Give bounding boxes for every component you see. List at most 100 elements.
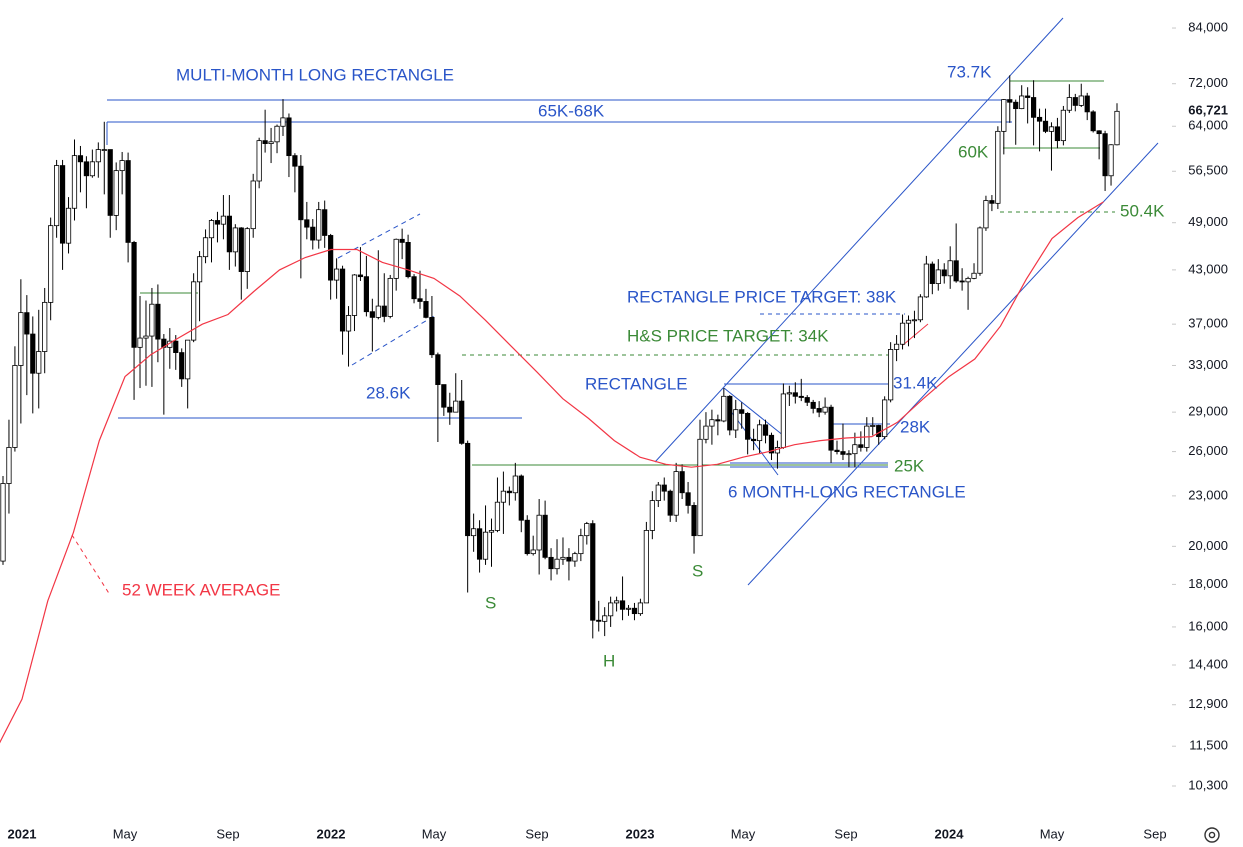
- gear-inner[interactable]: [1208, 831, 1216, 839]
- x-tick-label: Sep: [525, 826, 548, 841]
- candle-body: [637, 602, 644, 615]
- y-tick-label: 16,000: [1188, 618, 1228, 633]
- candle-body: [131, 241, 137, 348]
- candle-body: [95, 149, 101, 163]
- annotation: S: [485, 593, 496, 612]
- candle-body: [196, 256, 203, 283]
- candle-body: [1108, 144, 1114, 177]
- annotation: H: [603, 651, 615, 670]
- x-tick-label: Sep: [834, 826, 857, 841]
- candle-body: [888, 349, 894, 401]
- candle-body: [1096, 130, 1102, 135]
- annotation: 65K-68K: [538, 101, 605, 120]
- candle-body: [762, 424, 769, 436]
- candle-body: [947, 260, 953, 277]
- channel-upper: [654, 17, 1064, 463]
- candle-body: [512, 475, 518, 494]
- candle-body: [608, 602, 614, 617]
- candle-body: [292, 155, 298, 167]
- candle-body: [369, 311, 375, 318]
- candle-body: [578, 535, 584, 555]
- candle-body: [739, 409, 745, 414]
- annotation: RECTANGLE PRICE TARGET: 38K: [627, 287, 897, 306]
- candle-body: [870, 425, 876, 427]
- candle-body: [1025, 95, 1031, 98]
- candle-body: [1066, 97, 1072, 111]
- short-average: [902, 323, 929, 346]
- candle-body: [840, 451, 846, 455]
- candle-body: [989, 200, 995, 204]
- candle-body: [816, 408, 822, 413]
- candle-body: [137, 337, 143, 348]
- candle-body: [471, 528, 477, 537]
- candle-body: [351, 274, 358, 316]
- last-price-label: 66,721: [1188, 103, 1228, 118]
- settings-icon[interactable]: [1204, 827, 1220, 843]
- candle-body: [536, 514, 542, 551]
- y-tick-label: 20,000: [1188, 538, 1228, 553]
- annotation: 28.6K: [366, 383, 411, 402]
- x-tick-label: May: [113, 826, 138, 841]
- channel-lower: [747, 142, 1159, 586]
- candle-body: [500, 490, 507, 503]
- candle-body: [24, 312, 30, 335]
- candle-body: [36, 351, 42, 374]
- candle-body: [715, 419, 721, 422]
- candle-body: [953, 260, 959, 282]
- candle-body: [691, 505, 697, 537]
- x-tick-label: May: [731, 826, 756, 841]
- candle-body: [971, 272, 977, 279]
- candle-body: [631, 607, 638, 615]
- candle-body: [89, 161, 95, 177]
- candle-body: [524, 519, 530, 555]
- plot-area: [0, 17, 1159, 744]
- candle-body: [834, 449, 840, 452]
- candle-body: [1042, 120, 1049, 132]
- candle-body: [1102, 133, 1108, 177]
- candle-body: [339, 268, 346, 332]
- candle-body: [768, 434, 775, 454]
- annotation: 52 WEEK AVERAGE: [122, 580, 280, 599]
- candle-body: [846, 453, 852, 456]
- candle-body: [429, 316, 435, 356]
- candle-body: [625, 607, 632, 610]
- gear-outer[interactable]: [1204, 827, 1220, 843]
- candle-body: [983, 200, 989, 229]
- candle-body: [12, 365, 18, 448]
- y-tick-label: 26,000: [1188, 443, 1228, 458]
- candle-body: [54, 165, 60, 227]
- annotation: 28K: [900, 417, 931, 436]
- candle-body: [304, 219, 310, 228]
- candle-body: [649, 500, 655, 531]
- candle-body: [494, 501, 501, 531]
- candle-body: [125, 160, 131, 243]
- candle-body: [459, 400, 465, 444]
- y-tick-label: 33,000: [1188, 357, 1228, 372]
- candle-body: [375, 305, 381, 318]
- candle-body: [643, 530, 649, 604]
- candle-body: [709, 419, 715, 427]
- candle-body: [1054, 126, 1061, 142]
- candle-body: [929, 263, 935, 284]
- candle-body: [810, 401, 816, 409]
- y-tick-label: 49,000: [1188, 214, 1228, 229]
- candle-body: [226, 215, 232, 253]
- candle-body: [1060, 109, 1066, 142]
- candle-body: [560, 556, 566, 560]
- candle-body: [893, 343, 900, 350]
- candle-body: [220, 215, 227, 225]
- candle-body: [1090, 111, 1096, 132]
- y-tick-label: 11,500: [1189, 738, 1228, 753]
- candle-body: [334, 268, 340, 281]
- candle-body: [780, 393, 786, 448]
- candle-body: [411, 276, 417, 300]
- candle-body: [107, 149, 113, 216]
- candle-body: [435, 354, 441, 385]
- candle-body: [584, 523, 590, 537]
- candle-body: [548, 556, 554, 570]
- candle-body: [619, 600, 626, 610]
- annotation: 50.4K: [1120, 201, 1165, 220]
- candle-body: [48, 225, 54, 303]
- candle-body: [959, 280, 965, 283]
- candle-body: [721, 395, 727, 422]
